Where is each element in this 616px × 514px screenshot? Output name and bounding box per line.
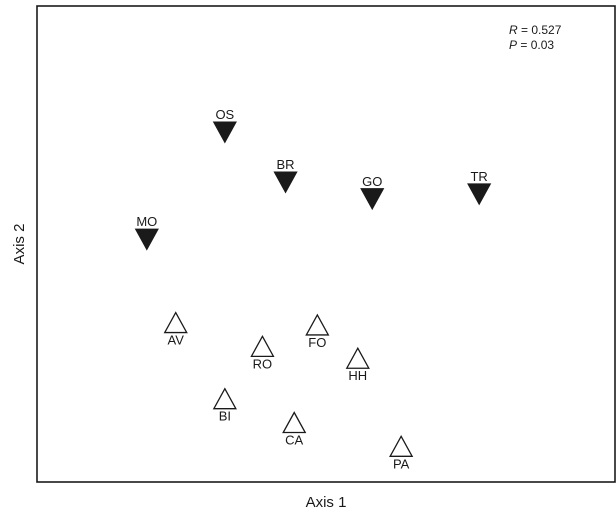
point-label-os: OS: [215, 107, 234, 122]
point-marker-pa: [389, 434, 414, 457]
p-statistic: P = 0.03: [509, 38, 554, 52]
point-marker-fo: [305, 313, 330, 336]
point-label-go: GO: [362, 174, 382, 189]
point-marker-mo: [134, 228, 159, 251]
point-marker-av: [163, 311, 188, 334]
y-axis-title: Axis 2: [11, 224, 28, 265]
r-symbol: R: [509, 23, 518, 37]
point-label-av: AV: [168, 333, 185, 348]
point-marker-hh: [345, 346, 370, 369]
point-marker-ro: [250, 334, 275, 357]
p-symbol: P: [509, 38, 517, 52]
point-marker-br: [273, 171, 298, 194]
point-marker-ca: [282, 411, 307, 434]
point-marker-go: [360, 188, 385, 211]
point-marker-os: [212, 121, 237, 144]
data-points: OS BR GO TR MO AV FO RO HH BI CA PA: [134, 107, 492, 471]
point-label-ca: CA: [285, 433, 303, 448]
point-label-pa: PA: [393, 456, 410, 471]
point-label-br: BR: [277, 157, 295, 172]
r-value: = 0.527: [518, 23, 562, 37]
point-label-ro: RO: [253, 356, 273, 371]
p-value: = 0.03: [517, 38, 554, 52]
point-marker-tr: [467, 183, 492, 206]
point-label-hh: HH: [348, 368, 367, 383]
point-label-mo: MO: [136, 214, 157, 229]
x-axis-title: Axis 1: [306, 494, 347, 511]
r-statistic: R = 0.527: [509, 23, 562, 37]
point-label-tr: TR: [470, 169, 487, 184]
point-label-fo: FO: [308, 335, 326, 350]
plot-frame: [36, 5, 616, 483]
point-marker-bi: [212, 387, 237, 410]
point-label-bi: BI: [219, 409, 231, 424]
